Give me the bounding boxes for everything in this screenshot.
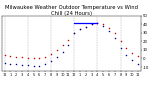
Point xyxy=(73,32,75,33)
Point xyxy=(125,54,128,56)
Title: Milwaukee Weather Outdoor Temperature vs Wind Chill (24 Hours): Milwaukee Weather Outdoor Temperature vs… xyxy=(5,5,138,16)
Point xyxy=(131,60,133,61)
Point xyxy=(61,44,64,46)
Point xyxy=(113,32,116,33)
Point xyxy=(96,22,99,23)
Point xyxy=(137,55,139,57)
Point xyxy=(38,66,41,67)
Point xyxy=(108,30,110,32)
Point xyxy=(84,26,87,27)
Point xyxy=(84,26,87,27)
Point xyxy=(21,65,23,66)
Point xyxy=(67,39,70,40)
Point xyxy=(55,56,58,58)
Point xyxy=(90,23,93,25)
Point xyxy=(73,32,75,33)
Point xyxy=(26,65,29,66)
Point xyxy=(131,53,133,54)
Point xyxy=(90,23,93,25)
Point xyxy=(3,54,6,56)
Point xyxy=(21,56,23,58)
Point xyxy=(102,23,104,25)
Point xyxy=(15,64,17,65)
Point xyxy=(9,55,12,57)
Point xyxy=(108,27,110,28)
Point xyxy=(3,62,6,64)
Point xyxy=(32,57,35,58)
Point xyxy=(32,66,35,67)
Point xyxy=(15,56,17,58)
Point xyxy=(125,48,128,49)
Point xyxy=(61,51,64,52)
Point xyxy=(67,44,70,46)
Point xyxy=(119,48,122,49)
Point xyxy=(9,63,12,64)
Point xyxy=(79,29,81,30)
Point xyxy=(119,41,122,42)
Point xyxy=(55,49,58,51)
Point xyxy=(44,64,46,65)
Point xyxy=(50,54,52,55)
Point xyxy=(96,22,99,23)
Point xyxy=(44,56,46,58)
Point xyxy=(50,60,52,62)
Point xyxy=(137,63,139,64)
Point xyxy=(79,29,81,30)
Point xyxy=(38,57,41,58)
Point xyxy=(113,37,116,39)
Point xyxy=(26,57,29,58)
Point xyxy=(102,25,104,27)
